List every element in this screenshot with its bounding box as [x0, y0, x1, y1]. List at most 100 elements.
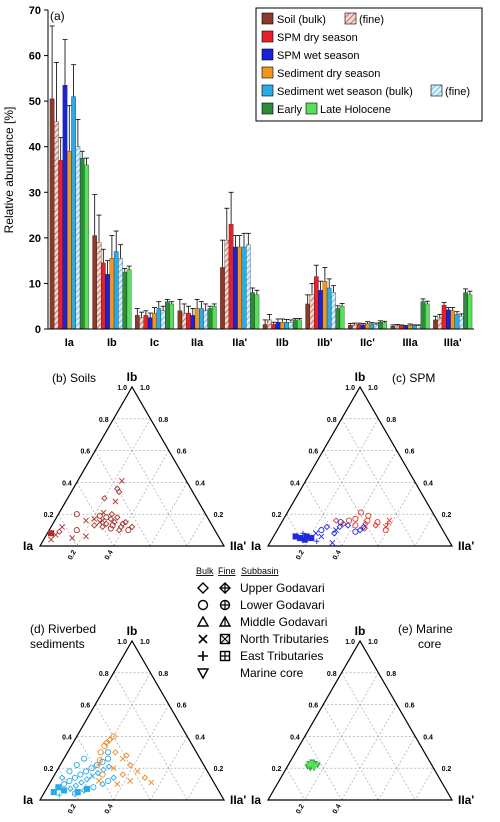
- bar-sed-wet-bulk-iib: [284, 322, 289, 330]
- marker-cross: [329, 539, 336, 546]
- bar-sed-wet-fine-ic: [160, 310, 166, 330]
- bar-late-iiia: [467, 294, 473, 330]
- marker-diamond: [356, 526, 364, 534]
- legend-label-soil: Soil (bulk): [277, 14, 326, 26]
- marker-cross: [119, 755, 126, 762]
- marker-circle: [318, 527, 325, 534]
- marker-cross: [91, 516, 98, 522]
- tick-label-right: 0.6: [177, 703, 187, 710]
- bar-spm-wet-ic: [147, 317, 153, 330]
- tick-label-bottom: 0.4: [332, 549, 343, 561]
- tick-label-left: 0.8: [99, 417, 109, 424]
- marker-diamond: [105, 763, 113, 770]
- tick-label-left: 0.8: [99, 671, 109, 678]
- tick-label-right: 0.2: [442, 766, 452, 773]
- tick-label-right: 0.6: [405, 703, 415, 710]
- tick-label-left: 0.4: [62, 734, 72, 741]
- tick-label-right: 1.0: [368, 385, 378, 392]
- sym-bulk-circle-icon: [197, 599, 209, 611]
- marker-circle: [73, 761, 80, 769]
- grid-line-iia: [113, 450, 170, 547]
- legend-label-sed-wet: Sediment wet season (bulk): [277, 86, 413, 98]
- marker-cross: [110, 765, 117, 772]
- ternary-frame: [38, 385, 226, 547]
- tick-label-right: 0.8: [158, 417, 168, 424]
- legend-extra-sed-wet: (fine): [445, 86, 470, 98]
- legend-row-soil: Soil (bulk) (fine): [261, 12, 384, 26]
- marker-circle: [77, 771, 84, 778]
- marker-circle: [96, 757, 103, 764]
- marker-diamond: [141, 774, 149, 781]
- marker-cross: [312, 530, 319, 537]
- marker-circle: [105, 749, 112, 756]
- vertex-label-left: Ia: [23, 793, 33, 807]
- marker-cross: [112, 498, 119, 505]
- marker-circle: [60, 781, 67, 788]
- marker-square: [292, 533, 299, 540]
- marker-diamond: [336, 523, 343, 531]
- bar-sed-wet-fine-ia: [75, 146, 81, 330]
- marker-diamond: [360, 523, 367, 531]
- marker-diamond: [67, 785, 74, 793]
- marker-circle: [88, 765, 95, 772]
- y-tick-label: 50: [29, 96, 41, 108]
- y-tick-label: 60: [29, 51, 41, 63]
- tick-label-left: 0.4: [290, 480, 300, 487]
- marker-square: [47, 530, 55, 537]
- legend-swatch-sed-dry: [261, 66, 274, 79]
- marker-circle: [90, 784, 97, 791]
- tick-label-right: 0.4: [195, 480, 205, 487]
- bar-spm-dry-ia: [58, 160, 63, 330]
- marker-circle: [352, 515, 359, 523]
- legend-label-sed-dry: Sediment dry season: [277, 68, 380, 80]
- bar-spm-wet-iiia: [446, 309, 451, 330]
- category-label-iia: IIa': [232, 337, 247, 349]
- marker-diamond: [114, 514, 121, 521]
- bar-soil-bulk-ic: [134, 315, 140, 330]
- marker-cross: [100, 509, 107, 516]
- tick-label-right: 0.8: [386, 671, 396, 678]
- marker-diamond: [78, 779, 85, 786]
- marker-circle: [345, 517, 353, 524]
- bar-late-iiia: [424, 303, 430, 330]
- marker-circle: [374, 519, 381, 526]
- sym-header-bulk: Bulk: [196, 566, 214, 576]
- marker-diamond: [108, 510, 115, 518]
- ternary-points: [304, 759, 321, 772]
- tick-label-bottom: 0.2: [295, 803, 306, 815]
- grid-line-iia: [150, 736, 188, 801]
- marker-plus: [300, 530, 306, 536]
- bar-soil-fine-iia: [181, 312, 187, 330]
- ternary-frame: [38, 639, 226, 801]
- bar-sed-dry-ib: [109, 258, 115, 330]
- bar-spm-wet-iia: [190, 315, 196, 330]
- bar-spm-dry-iia: [186, 312, 191, 330]
- grid-line-iia: [378, 482, 416, 547]
- grid-line-ia: [304, 482, 342, 547]
- bar-late-iib: [297, 319, 302, 330]
- marker-diamond: [332, 517, 340, 524]
- marker-cross: [118, 477, 125, 484]
- bar-spm-dry-iib: [271, 324, 276, 330]
- marker-circle: [337, 519, 344, 526]
- tick-label-left: 0.6: [308, 449, 318, 456]
- grid-line-iia: [186, 768, 206, 801]
- marker-circle: [109, 522, 116, 529]
- marker-square: [55, 784, 62, 791]
- marker-diamond: [123, 752, 130, 759]
- tick-label-left: 0.8: [327, 671, 337, 678]
- tick-label-left: 1.0: [345, 385, 355, 392]
- bar-chart-panel: (a) Relative abundance [%] 0 10 20 30 40 50 60…: [2, 5, 483, 349]
- marker-diamond: [340, 520, 347, 527]
- sym-label-middle: Middle Godavari: [240, 615, 327, 629]
- bar-soil-fine-ib: [96, 242, 102, 330]
- grid-line-ia: [322, 704, 379, 801]
- marker-cross: [83, 517, 89, 524]
- bar-sed-wet-bulk-ib: [113, 251, 119, 330]
- bar-sed-wet-bulk-iic: [369, 323, 375, 330]
- vertex-label-top: Ib: [355, 370, 366, 384]
- marker-diamond: [83, 776, 91, 783]
- sym-fine-diamond-plus-inner: [220, 583, 230, 593]
- marker-diamond: [110, 774, 117, 781]
